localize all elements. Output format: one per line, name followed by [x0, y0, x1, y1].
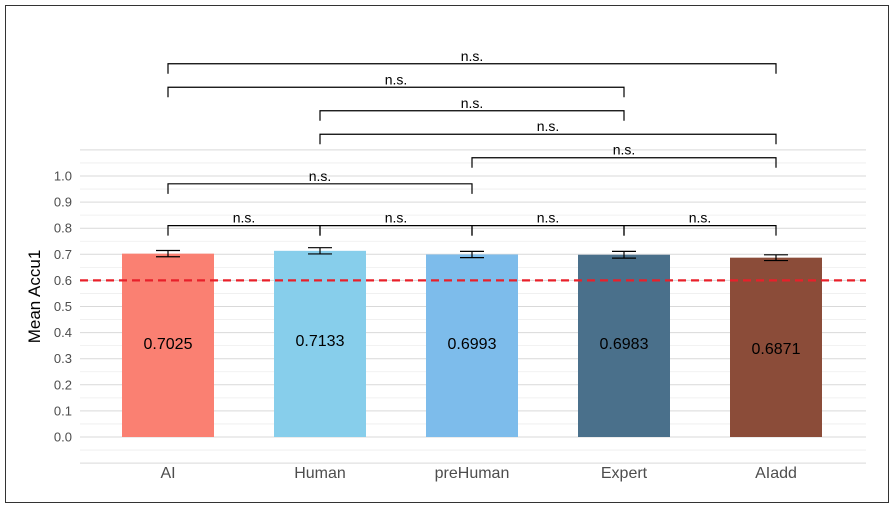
significance-label: n.s.	[385, 210, 408, 226]
y-tick-label: 0.6	[54, 273, 72, 288]
value-label: 0.7133	[296, 333, 345, 350]
y-tick-label: 0.7	[54, 247, 72, 262]
significance-bracket: n.s.	[167, 71, 625, 98]
value-label: 0.6983	[600, 336, 649, 353]
value-label: 0.7025	[144, 336, 193, 353]
error-bars	[156, 247, 788, 262]
x-tick-labels: AI Human preHuman Expert AIadd	[160, 465, 796, 482]
y-tick-label: 0.3	[54, 351, 72, 366]
y-tick-label: 0.2	[54, 377, 72, 392]
significance-label: n.s.	[689, 210, 712, 226]
error-bar	[156, 249, 180, 258]
error-bar	[460, 250, 484, 259]
error-bar	[308, 247, 332, 255]
bars	[122, 250, 822, 437]
y-tick-label: 1.0	[54, 169, 72, 184]
significance-label: n.s.	[461, 48, 484, 64]
significance-label: n.s.	[309, 168, 332, 184]
significance-bracket: n.s.	[167, 168, 473, 194]
x-tick-label: Human	[294, 465, 346, 482]
value-label: 0.6871	[752, 341, 801, 358]
y-tick-labels: 0.0 0.1 0.2 0.3 0.4 0.5 0.6 0.7 0.8 0.9 1.0	[54, 169, 72, 445]
significance-label: n.s.	[537, 210, 560, 226]
bar-human	[274, 250, 366, 437]
bar-aiadd	[730, 257, 822, 437]
value-labels: 0.7025 0.7133 0.6993 0.6983 0.6871	[144, 333, 801, 358]
significance-label: n.s.	[613, 142, 636, 158]
significance-bracket: n.s.	[623, 210, 777, 236]
significance-bracket: n.s.	[319, 118, 777, 145]
error-bar	[612, 250, 636, 259]
x-tick-label: preHuman	[435, 465, 510, 482]
bar-prehuman	[426, 254, 518, 437]
x-tick-label: Expert	[601, 465, 648, 482]
error-bar	[764, 254, 788, 262]
bar-expert	[578, 254, 670, 437]
significance-label: n.s.	[537, 118, 560, 134]
bar-ai	[122, 253, 214, 437]
significance-label: n.s.	[385, 71, 408, 87]
y-tick-label: 0.0	[54, 430, 72, 445]
y-tick-label: 0.1	[54, 403, 72, 418]
value-label: 0.6993	[448, 336, 497, 353]
y-tick-label: 0.5	[54, 299, 72, 314]
significance-brackets: n.s. n.s. n.s. n.s. n.s. n.s. n.s. n.s. n.s. n.s.	[167, 48, 777, 236]
y-tick-label: 0.8	[54, 221, 72, 236]
y-tick-label: 0.4	[54, 325, 72, 340]
significance-bracket: n.s.	[471, 142, 777, 168]
x-tick-label: AI	[160, 465, 175, 482]
y-axis-title: Mean Accu1	[25, 250, 44, 344]
x-tick-label: AIadd	[755, 465, 797, 482]
significance-bracket: n.s.	[319, 95, 625, 121]
significance-label: n.s.	[461, 95, 484, 111]
significance-label: n.s.	[233, 210, 256, 226]
significance-bracket: n.s.	[167, 48, 777, 74]
y-tick-label: 0.9	[54, 195, 72, 210]
